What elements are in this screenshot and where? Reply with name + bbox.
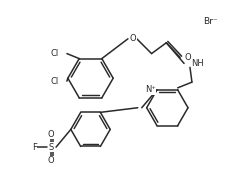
Text: O: O: [129, 34, 136, 43]
Text: Cl: Cl: [51, 77, 59, 86]
Text: Br⁻: Br⁻: [203, 17, 218, 26]
Text: F: F: [32, 143, 37, 152]
Text: NH: NH: [191, 59, 204, 68]
Text: N⁺: N⁺: [145, 85, 156, 94]
Text: Cl: Cl: [51, 49, 59, 58]
Text: O: O: [48, 130, 55, 139]
Text: S: S: [49, 143, 54, 152]
Text: O: O: [48, 156, 55, 165]
Text: O: O: [184, 53, 191, 62]
